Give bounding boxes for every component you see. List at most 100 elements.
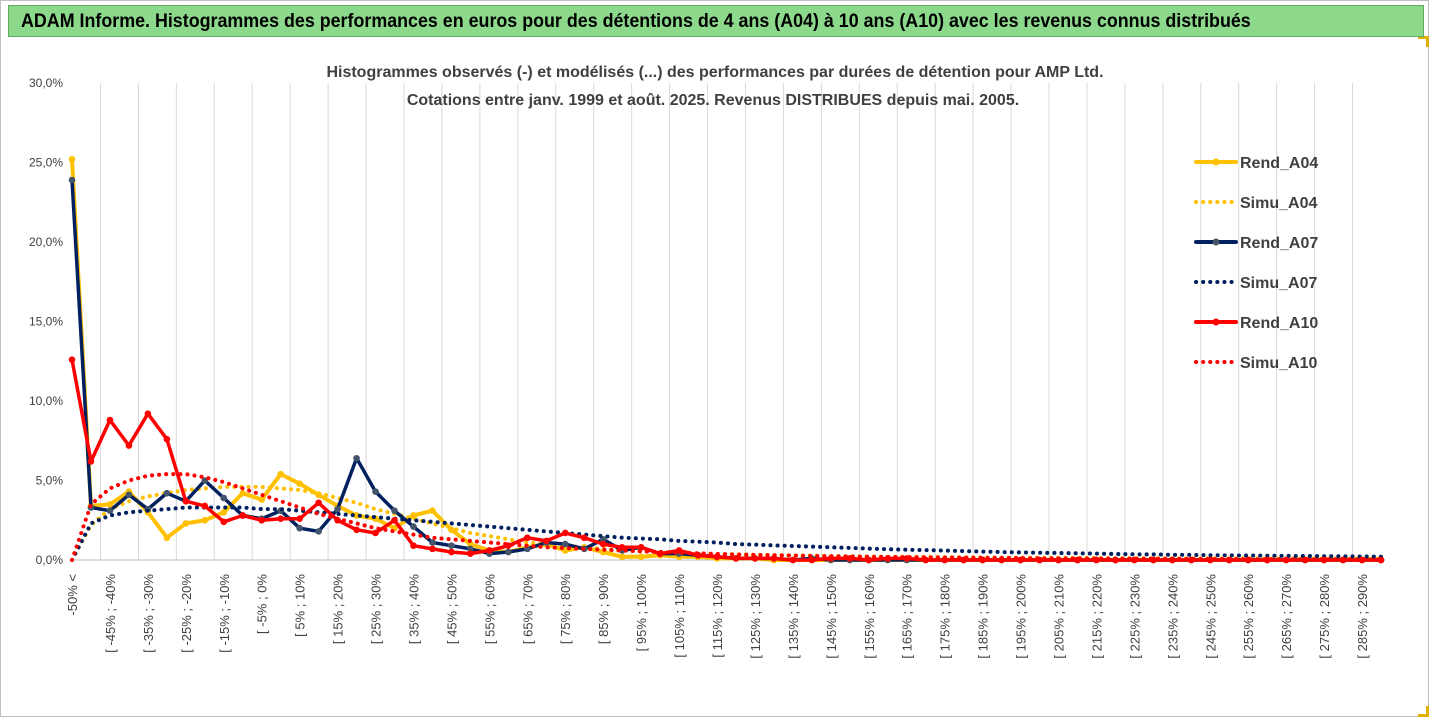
x-tick-label: [ -25% ; -20% [179, 574, 194, 653]
data-point [201, 516, 209, 524]
x-tick-label: [ 5% ; 10% [293, 574, 308, 637]
y-tick-label: 5,0% [36, 474, 64, 488]
x-tick-label: [ 215% ; 220% [1089, 574, 1104, 659]
y-tick-label: 25,0% [29, 156, 63, 170]
data-point [163, 435, 171, 443]
data-point [220, 509, 228, 516]
x-axis: -50% < [ -45% ; -40% [ -35% ; -30% [ -25% ;… [65, 559, 1385, 659]
data-point [296, 524, 303, 532]
data-point [277, 470, 284, 478]
y-tick-label: 30,0% [29, 76, 63, 90]
data-point [353, 512, 360, 519]
data-point [125, 442, 133, 449]
x-tick-label: [ 155% ; 160% [862, 574, 877, 659]
y-tick-label: 0,0% [36, 553, 64, 567]
data-point [542, 537, 550, 545]
y-tick-label: 20,0% [29, 235, 63, 249]
x-tick-label: [ 245% ; 250% [1203, 574, 1218, 659]
chart-title: Histogrammes observés (-) et modélisés (… [326, 64, 1103, 81]
x-tick-label: [ 165% ; 170% [900, 574, 915, 659]
x-tick-label: [ 55% ; 60% [482, 574, 497, 645]
corner-handle [1418, 706, 1429, 717]
x-tick-label: [ 45% ; 50% [444, 574, 459, 645]
x-tick-label: [ -5% ; 0% [255, 574, 270, 634]
legend-label: Rend_A07 [1240, 235, 1318, 252]
data-point [315, 499, 322, 507]
data-point [372, 529, 379, 537]
legend-label: Simu_A04 [1240, 195, 1317, 212]
data-point [429, 507, 436, 515]
x-tick-label: [ -15% ; -10% [217, 574, 232, 653]
data-point [637, 543, 645, 551]
series-layer [68, 156, 1385, 564]
x-tick-label: [ 75% ; 80% [558, 574, 573, 645]
legend-marker [1212, 238, 1220, 246]
data-point [87, 458, 95, 465]
data-point [599, 536, 607, 543]
data-point [144, 410, 152, 418]
data-point [618, 553, 626, 561]
x-tick-label: [ 135% ; 140% [786, 574, 801, 659]
chart-subtitle: Cotations entre janv. 1999 et août. 2025… [407, 92, 1019, 109]
data-point [561, 540, 569, 548]
x-tick-label: [ 185% ; 190% [976, 574, 991, 659]
data-point [391, 507, 398, 515]
data-point [637, 553, 645, 561]
x-tick-label: [ 195% ; 200% [1014, 574, 1029, 659]
x-tick-label: [ 255% ; 260% [1241, 574, 1256, 659]
data-point [410, 523, 417, 530]
data-point [334, 505, 341, 513]
series-line-simu_a07 [70, 505, 1383, 562]
data-point [808, 556, 816, 564]
series-line-rend_a07 [70, 178, 1383, 562]
y-tick-label: 15,0% [29, 315, 63, 329]
data-point [258, 496, 266, 503]
data-point [599, 540, 607, 548]
data-point [429, 545, 436, 553]
data-point [561, 529, 569, 537]
x-tick-label: [ 25% ; 30% [369, 574, 384, 645]
data-point [580, 534, 588, 542]
x-tick-label: [ 265% ; 270% [1279, 574, 1294, 659]
data-point [315, 528, 322, 535]
data-point [163, 489, 171, 497]
data-point [239, 489, 247, 497]
x-tick-label: [ 205% ; 210% [1051, 574, 1066, 659]
data-point [201, 502, 209, 510]
x-tick-label: [ 95% ; 100% [634, 574, 649, 652]
corner-handle [1418, 36, 1429, 47]
data-point [182, 497, 190, 505]
y-axis: 0,0% 5,0% 10,0% 15,0% 20,0% 25,0% 30,0% [29, 76, 63, 567]
report-title: ADAM Informe. Histogrammes des performan… [21, 11, 1251, 32]
data-point [391, 516, 398, 524]
x-tick-label: [ 35% ; 40% [406, 574, 421, 645]
data-point [125, 491, 133, 499]
x-tick-label: [ -35% ; -30% [141, 574, 156, 653]
data-point [353, 526, 360, 534]
data-point [467, 550, 474, 557]
legend-label: Rend_A10 [1240, 315, 1318, 332]
data-point [296, 515, 303, 522]
data-point [789, 556, 797, 564]
data-point [505, 548, 512, 556]
series-line-simu_a10 [70, 472, 1383, 562]
report-header: ADAM Informe. Histogrammes des performan… [8, 5, 1424, 37]
data-point [239, 512, 247, 519]
legend-marker [1212, 158, 1220, 166]
data-point [524, 534, 531, 542]
x-tick-label: [ 65% ; 70% [520, 574, 535, 645]
data-point [220, 494, 228, 502]
data-point [106, 501, 114, 508]
series-line-rend_a04 [70, 157, 1383, 562]
data-point [182, 520, 190, 527]
x-tick-label: [ 175% ; 180% [938, 574, 953, 659]
data-point [68, 176, 76, 184]
data-point [68, 156, 76, 163]
legend-label: Rend_A04 [1240, 155, 1318, 172]
x-tick-label: [ 105% ; 110% [672, 574, 687, 658]
x-tick-label: [ 235% ; 240% [1165, 574, 1180, 659]
legend-label: Simu_A10 [1240, 355, 1317, 372]
legend: Rend_A04 Simu_A04 Rend_A07 Simu_A07 Rend_A10… [1194, 155, 1318, 372]
y-tick-label: 10,0% [29, 394, 63, 408]
x-tick-label: [ 125% ; 130% [748, 574, 763, 659]
